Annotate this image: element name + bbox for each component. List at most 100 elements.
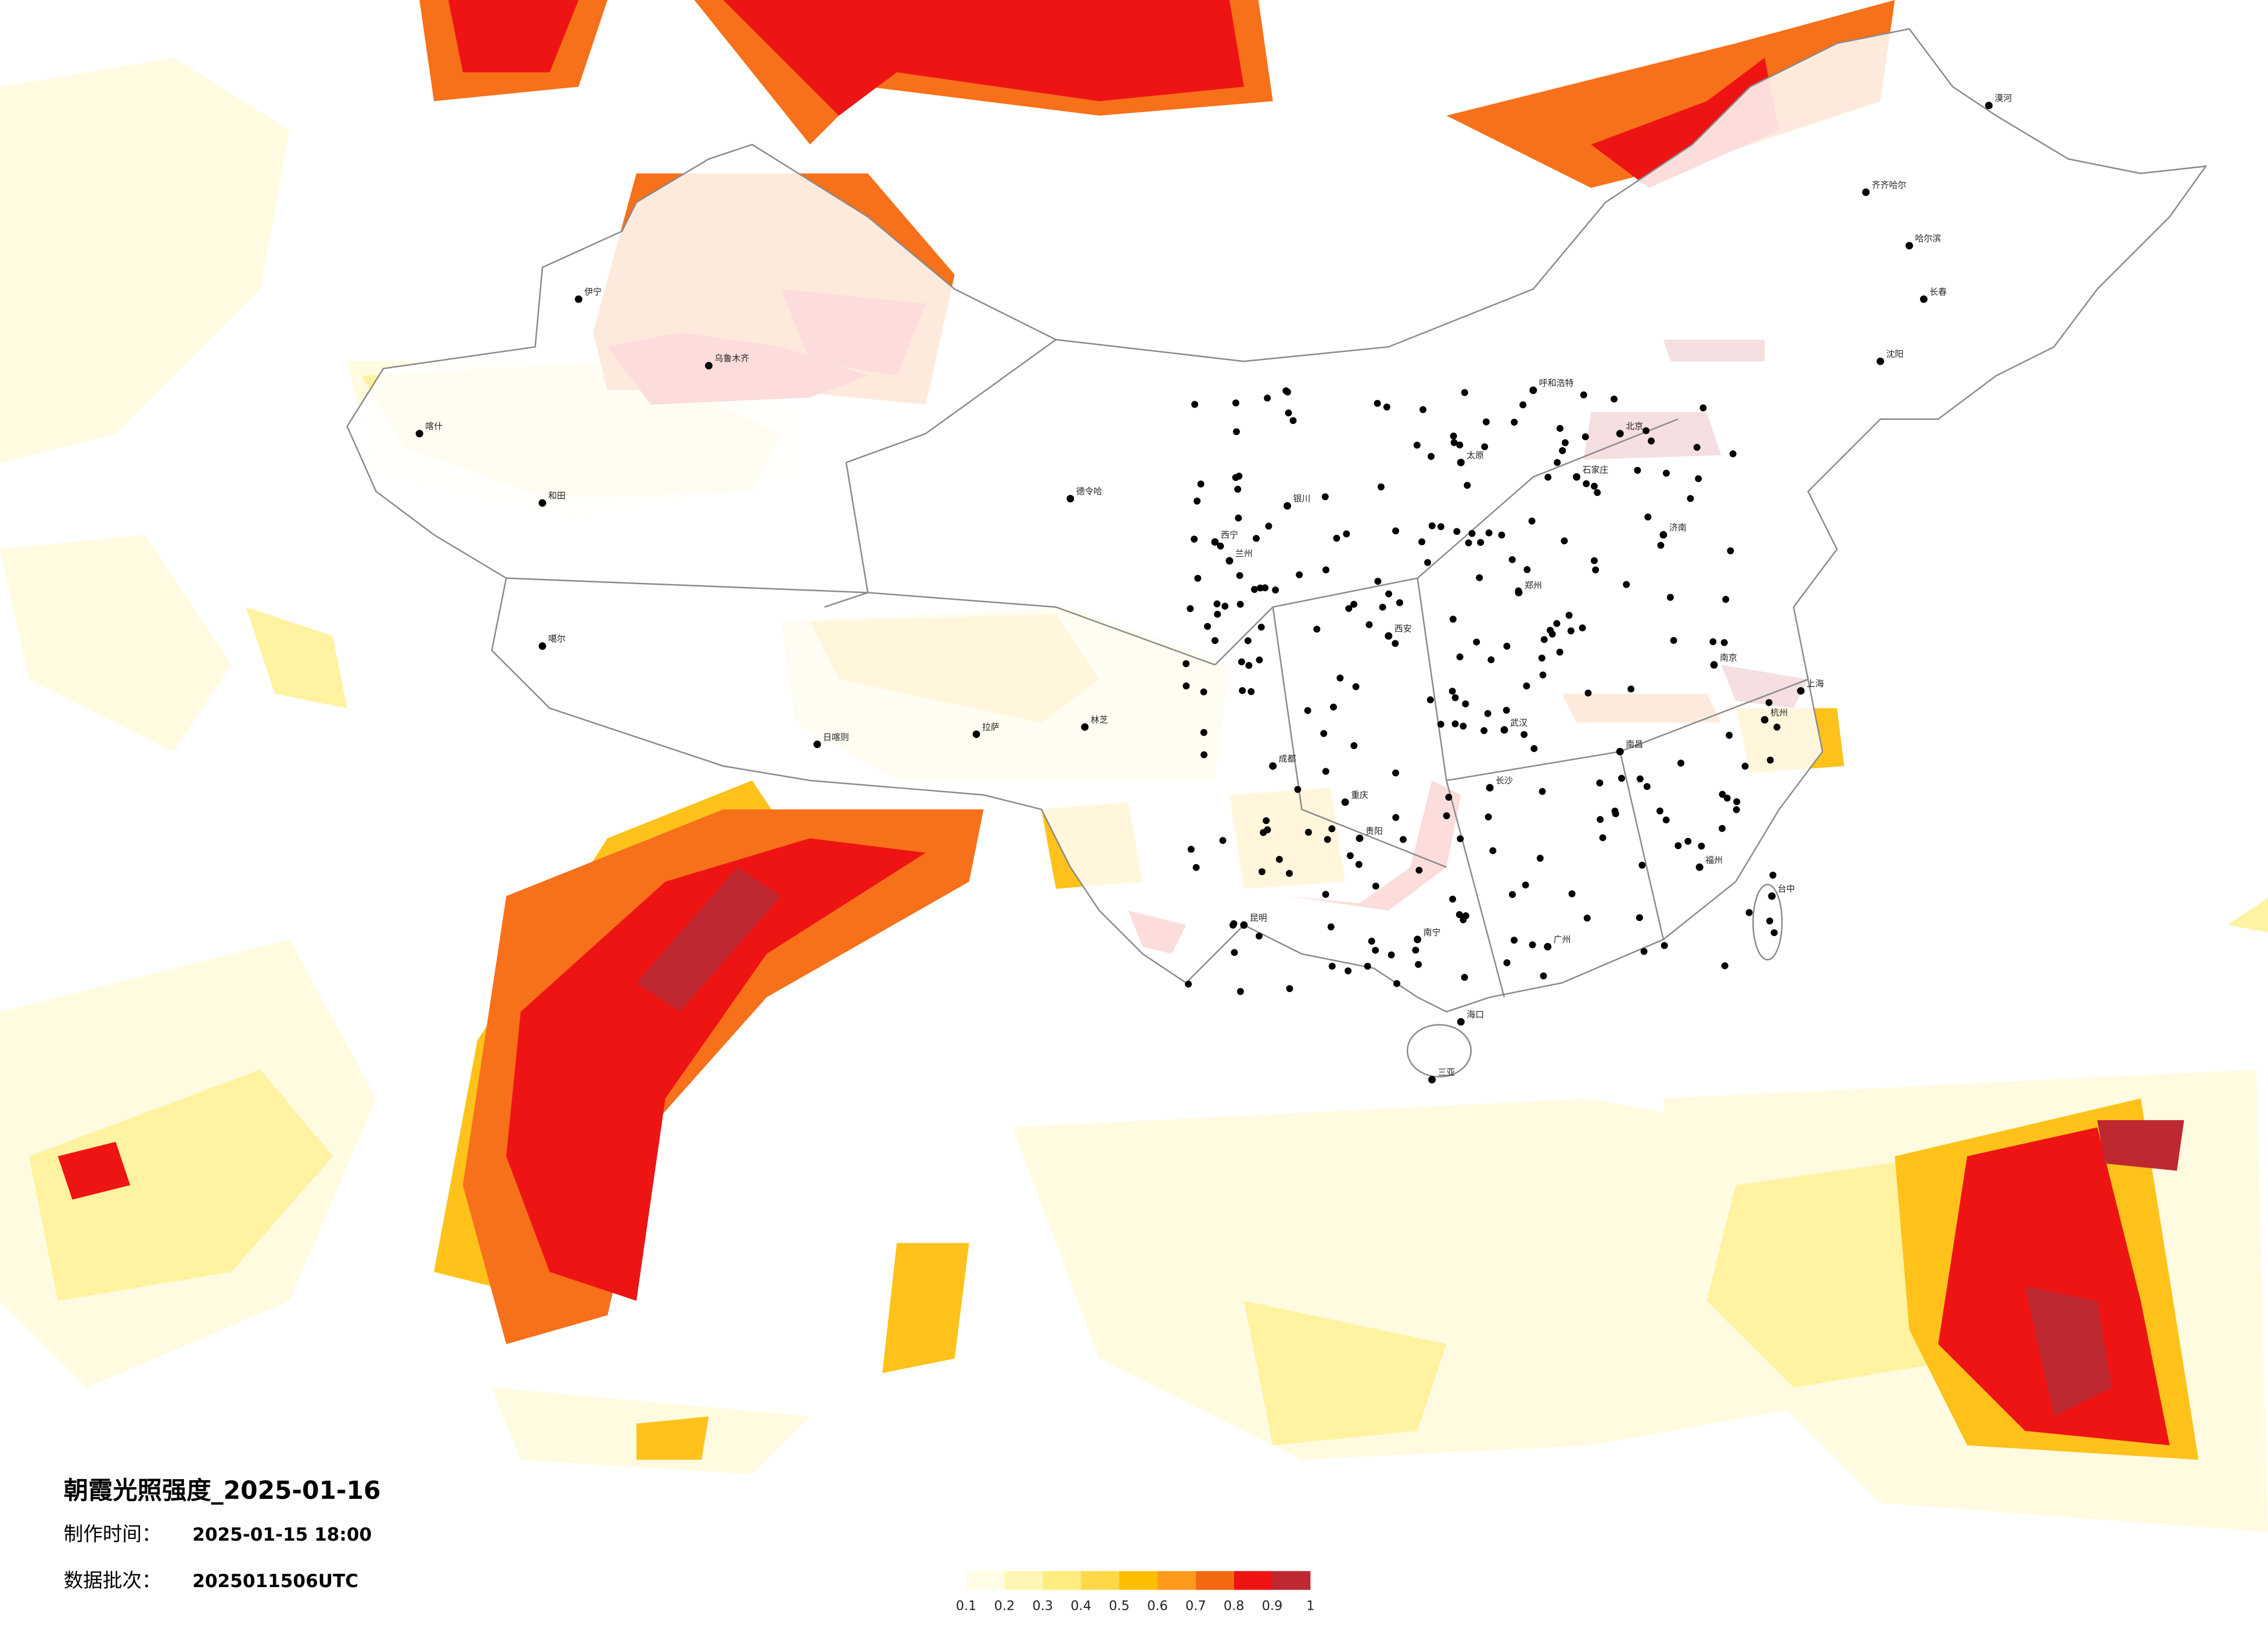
colorbar-box — [1004, 1571, 1043, 1590]
station-dot — [1584, 689, 1592, 697]
city-dot — [1457, 1018, 1465, 1026]
station-dot — [1721, 962, 1728, 970]
station-dot — [1663, 469, 1670, 477]
city-label: 乌鲁木齐 — [714, 353, 749, 364]
station-dot — [1477, 539, 1485, 546]
city-dot — [1500, 726, 1508, 734]
field-patch — [2097, 1120, 2184, 1171]
city-dot — [1356, 834, 1364, 843]
colorbar-tick-label: 0.1 — [956, 1599, 977, 1614]
station-dot — [1503, 959, 1511, 966]
colorbar-box — [966, 1571, 1005, 1590]
info-label: 数据批次： — [64, 1569, 161, 1592]
station-dot — [1191, 401, 1199, 408]
station-dot — [1200, 729, 1207, 736]
station-dot — [1766, 917, 1774, 924]
station-dot — [1234, 485, 1242, 493]
station-dot — [1328, 825, 1336, 833]
city-dot — [538, 499, 547, 507]
station-dot — [1553, 620, 1561, 627]
station-dot — [1238, 658, 1245, 665]
city-dot — [1486, 783, 1494, 792]
station-dot — [1194, 497, 1201, 505]
station-dot — [1235, 515, 1242, 521]
station-dot — [1211, 637, 1219, 645]
station-dot — [1345, 967, 1352, 974]
station-dot — [1729, 450, 1737, 458]
station-dot — [1261, 584, 1269, 592]
station-dot — [1231, 949, 1238, 956]
station-dot — [1345, 605, 1353, 612]
station-dot — [1453, 528, 1461, 535]
city-label: 济南 — [1669, 522, 1687, 533]
station-dot — [1719, 790, 1726, 798]
station-dot — [1643, 783, 1651, 790]
city-dot — [1544, 942, 1552, 951]
station-dot — [1485, 813, 1492, 821]
station-dot — [1636, 914, 1643, 922]
station-dot — [1656, 807, 1663, 815]
station-dot — [1547, 627, 1554, 634]
station-dot — [1640, 948, 1648, 955]
station-dot — [1214, 610, 1221, 618]
station-dot — [1221, 602, 1229, 610]
station-dot — [1327, 923, 1335, 931]
station-dot — [1723, 794, 1731, 802]
city-dot — [1659, 531, 1667, 539]
field-patch — [636, 1416, 709, 1460]
station-dot — [1554, 459, 1561, 466]
colorbar-tick-label: 0.7 — [1185, 1599, 1206, 1614]
city-label: 北京 — [1626, 421, 1643, 431]
station-dot — [1258, 868, 1266, 876]
city-dot — [1877, 357, 1885, 365]
city-dot — [1457, 458, 1465, 466]
city-label: 昆明 — [1250, 912, 1267, 923]
field-patch — [506, 838, 926, 1301]
station-dot — [1413, 441, 1421, 449]
station-dot — [1324, 836, 1331, 843]
station-dot — [1539, 787, 1546, 795]
station-dot — [1449, 616, 1457, 623]
station-dot — [1660, 942, 1668, 949]
stations — [415, 102, 1993, 1084]
station-dot — [1677, 760, 1685, 767]
boundaries — [346, 28, 2208, 1078]
station-dot — [1741, 762, 1749, 770]
station-dot — [1372, 947, 1379, 954]
colorbar-tick-label: 0.4 — [1070, 1599, 1091, 1614]
station-dot — [1522, 881, 1529, 888]
field-patch — [882, 1243, 969, 1373]
station-dot — [1583, 914, 1591, 922]
station-dot — [1618, 775, 1626, 782]
station-dot — [1538, 654, 1545, 662]
station-dot — [1232, 474, 1239, 481]
station-dot — [1385, 590, 1393, 598]
station-dot — [1687, 495, 1694, 502]
station-dot — [1451, 694, 1459, 702]
station-dot — [1264, 826, 1271, 833]
station-dot — [1699, 404, 1707, 412]
station-dot — [1275, 855, 1283, 863]
station-dot — [1515, 587, 1522, 595]
station-dot — [1264, 394, 1271, 402]
city-label: 喀什 — [425, 421, 443, 431]
station-dot — [1217, 542, 1224, 550]
station-dot — [1623, 581, 1630, 588]
city-dot — [1768, 892, 1776, 900]
station-dot — [1528, 517, 1536, 525]
station-dot — [1248, 688, 1255, 695]
city-label: 银川 — [1293, 494, 1310, 504]
station-dot — [1333, 534, 1340, 542]
field-patch — [1938, 1127, 2170, 1445]
station-dot — [1695, 475, 1702, 483]
station-dot — [1191, 535, 1198, 543]
city-dot — [1211, 538, 1219, 546]
station-dot — [1245, 661, 1253, 669]
city-label: 台中 — [1778, 884, 1795, 894]
station-dot — [1462, 912, 1469, 919]
station-dot — [1540, 972, 1547, 980]
city-dot — [1920, 295, 1928, 303]
station-dot — [1684, 837, 1692, 845]
station-dot — [1597, 816, 1604, 823]
